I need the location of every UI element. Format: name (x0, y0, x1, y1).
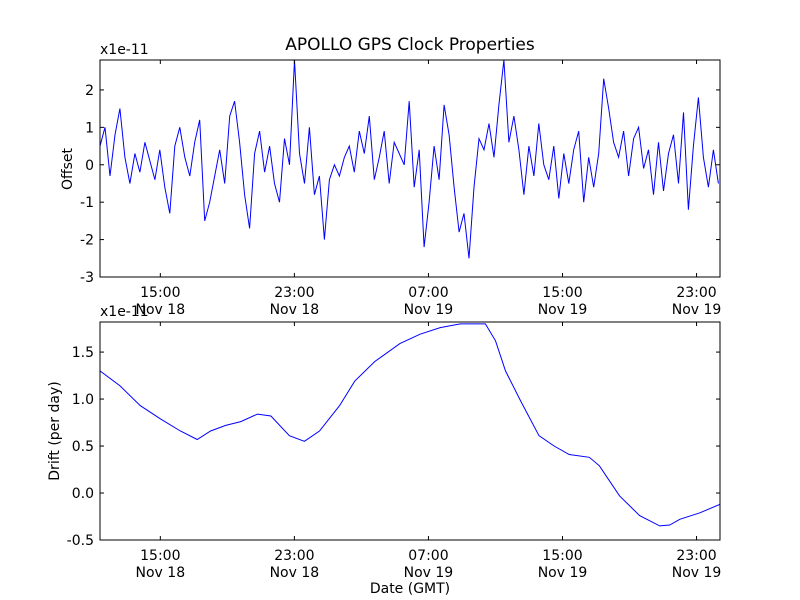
x-tick-label: 15:00 (542, 285, 582, 301)
x-tick-label: 15:00 (542, 548, 582, 564)
x-tick-label: Nov 18 (136, 302, 186, 318)
x-tick-label: 23:00 (676, 285, 716, 301)
drift-y-axis-label: Drift (per day) (47, 381, 63, 480)
y-tick-label: 1.0 (72, 392, 94, 408)
drift-scale-label: x1e-11 (100, 304, 149, 320)
series-line-offset (100, 60, 719, 259)
x-tick-label: 07:00 (408, 548, 448, 564)
y-tick-label: 0 (85, 158, 94, 174)
x-tick-label: Nov 19 (538, 302, 588, 318)
y-tick-label: -3 (80, 270, 94, 286)
x-tick-label: Nov 19 (672, 302, 722, 318)
y-tick-label: 2 (85, 83, 94, 99)
offset-scale-label: x1e-11 (100, 42, 149, 58)
x-tick-label: Nov 19 (672, 565, 722, 581)
axes-frame (99, 59, 721, 278)
y-tick-label: -2 (80, 233, 94, 249)
y-tick-label: 0.0 (72, 486, 94, 502)
x-axis-label: Date (GMT) (370, 581, 450, 597)
x-tick-label: 23:00 (274, 548, 314, 564)
x-tick-label: 15:00 (140, 548, 180, 564)
x-tick-label: Nov 19 (404, 302, 454, 318)
y-tick-label: 0.5 (72, 439, 94, 455)
x-tick-label: 07:00 (408, 285, 448, 301)
y-tick-label: -0.5 (67, 533, 94, 549)
x-tick-label: 23:00 (274, 285, 314, 301)
axes-frame (99, 321, 721, 541)
x-tick-label: Nov 18 (270, 565, 320, 581)
chart-title: APOLLO GPS Clock Properties (285, 35, 535, 55)
y-tick-label: 1.5 (72, 345, 94, 361)
x-tick-label: Nov 19 (404, 565, 454, 581)
x-tick-label: 23:00 (676, 548, 716, 564)
x-tick-label: 15:00 (140, 285, 180, 301)
offset-y-axis-label: Offset (60, 147, 76, 190)
y-tick-label: 1 (85, 120, 94, 136)
x-tick-label: Nov 18 (270, 302, 320, 318)
y-tick-label: -1 (80, 195, 94, 211)
x-tick-label: Nov 18 (136, 565, 186, 581)
x-tick-label: Nov 19 (538, 565, 588, 581)
series-line-drift (100, 323, 720, 527)
